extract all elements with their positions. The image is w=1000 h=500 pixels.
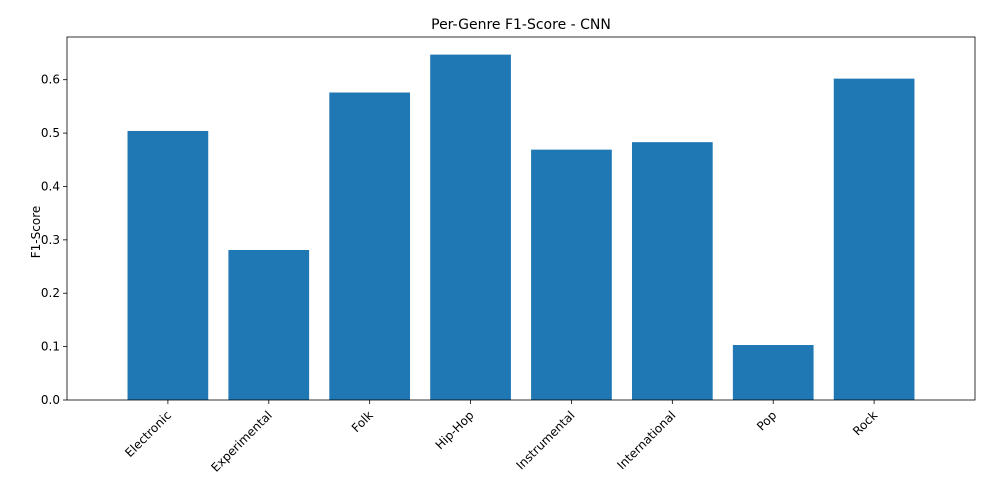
x-ticks-group: Electronic Experimental Folk Hip-Hop Instrum… [122,400,880,475]
y-tick-label: 0.4 [41,179,60,193]
bar-instrumental [531,149,612,400]
x-tick-label: Experimental [208,408,274,474]
x-tick-label: Electronic [122,408,174,460]
bar-international [631,142,713,400]
x-tick-label: Rock [850,408,880,438]
bar-pop [732,345,814,400]
chart-title: Per-Genre F1-Score - CNN [431,17,611,33]
bar-experimental [228,250,310,400]
y-axis-label: F1-Score [29,206,43,258]
x-tick-label: Folk [349,408,376,435]
bar-folk [329,92,411,401]
y-tick-label: 0.1 [41,340,60,354]
bar-hip-hop [430,54,511,401]
bar-rock [833,78,915,400]
y-tick-label: 0.3 [41,233,60,247]
y-tick-label: 0.2 [41,286,60,300]
y-tick-label: 0.6 [41,73,60,87]
x-tick-label: Hip-Hop [433,408,477,452]
y-tick-label: 0.5 [41,126,60,140]
bar-electronic [127,130,209,400]
y-tick-label: 0.0 [41,393,60,407]
plot-frame [66,36,976,401]
x-tick-label: International [614,408,678,472]
x-tick-label: Instrumental [513,408,577,472]
bars-group [127,54,915,401]
y-ticks-group: 0.0 0.1 0.2 0.3 0.4 0.5 0.6 [41,73,67,407]
x-tick-label: Pop [754,408,779,433]
